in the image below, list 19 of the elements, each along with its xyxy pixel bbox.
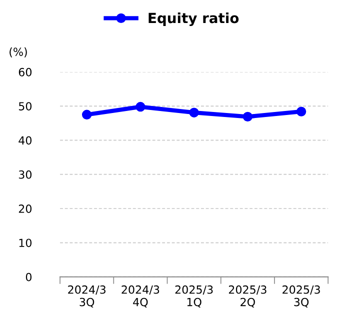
y-tick-label: 40 <box>18 136 32 145</box>
y-tick-label: 10 <box>19 238 32 248</box>
x-tick-label: 2024/3 3Q <box>68 285 106 308</box>
point <box>296 106 306 116</box>
y-tick-label: 30 <box>18 170 32 179</box>
y-tick-label: 60 <box>18 68 32 76</box>
y-tick-label: 0 <box>26 272 32 282</box>
point <box>136 102 146 112</box>
point <box>82 110 92 120</box>
y-axis-title: (%) <box>10 47 27 58</box>
legend-label: Equity ratio <box>148 12 239 26</box>
y-tick-label: 20 <box>18 204 32 213</box>
x-tick-label: 2025/3 3Q <box>282 285 320 308</box>
x-tick-label: 2025/3 2Q <box>228 285 266 308</box>
y-tick-label: 50 <box>18 102 32 110</box>
x-tick-label: 2025/3 1Q <box>175 285 213 308</box>
x-tick-label: 2024/3 4Q <box>122 285 160 308</box>
point <box>189 108 199 118</box>
point <box>242 112 253 122</box>
